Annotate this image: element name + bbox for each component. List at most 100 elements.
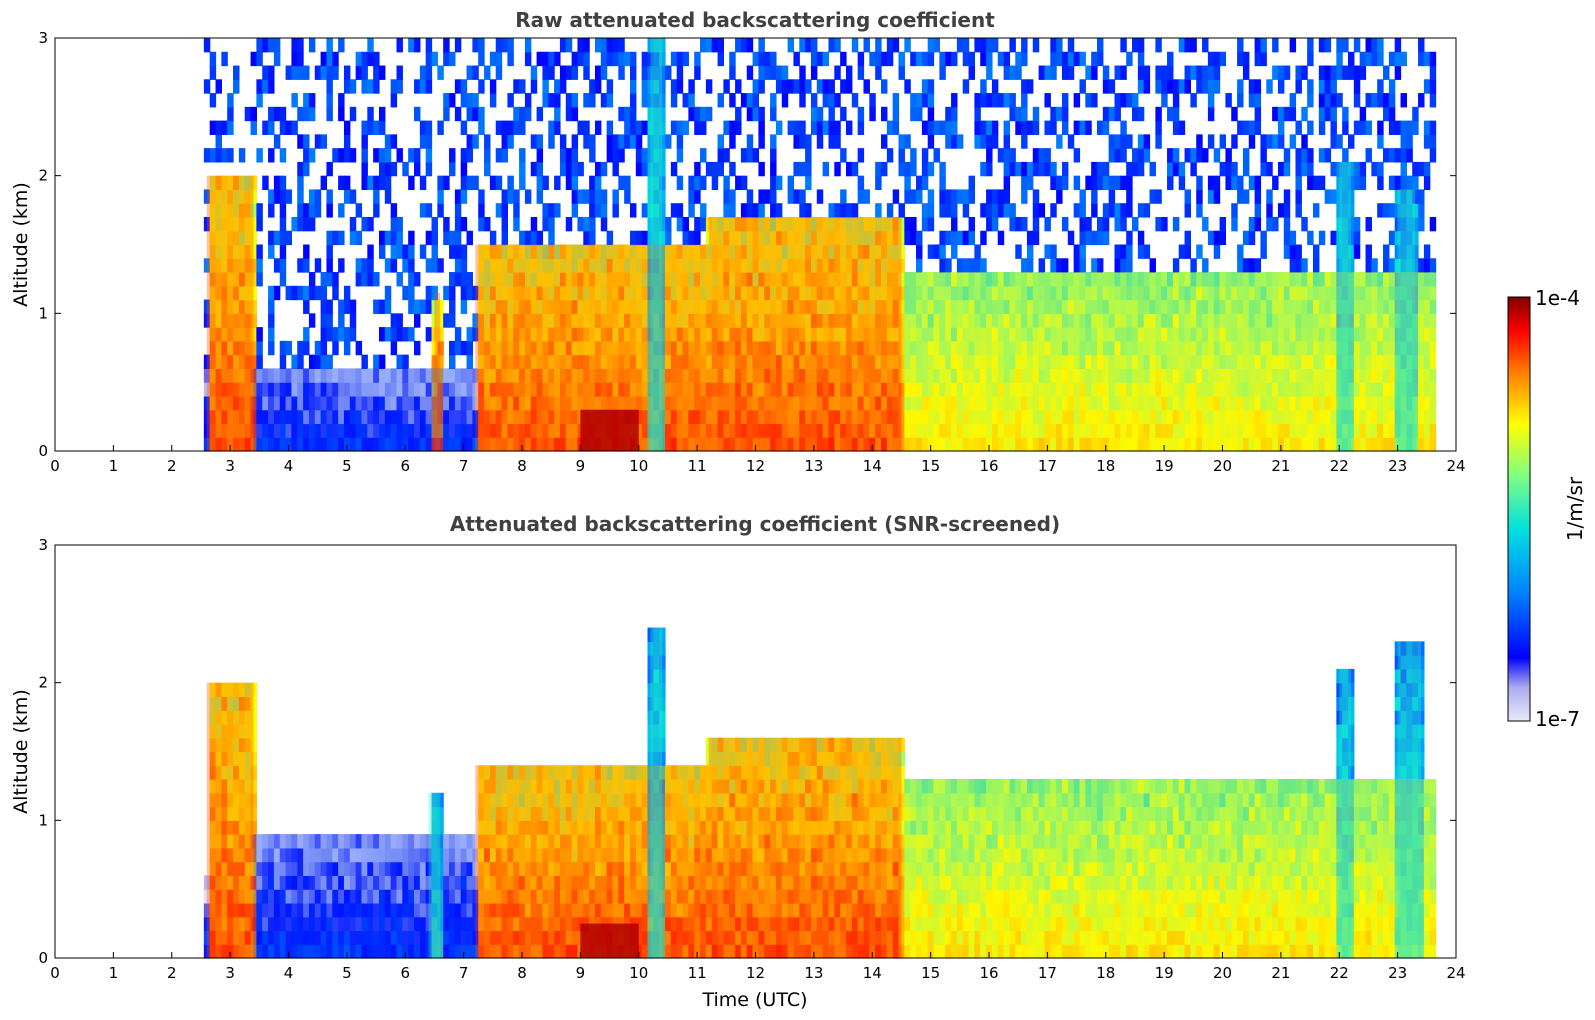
heatmap-cell: [997, 285, 1005, 301]
heatmap-cell: [1126, 175, 1133, 191]
heatmap-cell: [933, 395, 940, 411]
heatmap-cell: [875, 65, 882, 80]
heatmap-cell: [1073, 285, 1081, 301]
heatmap-cell: [338, 299, 345, 314]
x-tick-label: 0: [50, 457, 60, 475]
heatmap-cell: [501, 409, 509, 425]
feature-region: [580, 409, 639, 451]
heatmap-cell: [1184, 189, 1191, 204]
heatmap-cell: [1254, 120, 1262, 135]
heatmap-cell: [1009, 285, 1016, 301]
heatmap-cell: [378, 299, 386, 314]
heatmap-cell: [250, 327, 257, 342]
heatmap-cell: [1161, 395, 1168, 411]
heatmap-cell: [519, 175, 526, 191]
heatmap-cell: [589, 395, 596, 411]
heatmap-cell: [933, 354, 940, 369]
heatmap-cell: [997, 93, 1005, 108]
heatmap-cell: [1114, 354, 1121, 369]
heatmap-cell: [822, 244, 830, 259]
heatmap-cell: [250, 409, 257, 425]
heatmap-cell: [577, 120, 584, 135]
heatmap-cell: [233, 313, 240, 328]
heatmap-cell: [1050, 258, 1057, 273]
heatmap-cell: [939, 437, 946, 452]
heatmap-cell: [507, 423, 514, 438]
heatmap-cell: [1085, 230, 1092, 246]
heatmap-cell: [273, 38, 281, 53]
x-tick-label: 24: [1446, 457, 1465, 475]
heatmap-cell: [437, 354, 444, 369]
heatmap-cell: [834, 327, 841, 342]
heatmap-cell: [571, 65, 579, 80]
heatmap-cell: [816, 354, 824, 369]
heatmap-cell: [1073, 203, 1081, 218]
heatmap-cell: [1009, 106, 1016, 122]
heatmap-cell: [886, 382, 894, 397]
heatmap-cell: [554, 313, 561, 328]
heatmap-cell: [618, 354, 625, 369]
heatmap-cell: [986, 120, 993, 135]
heatmap-cell: [390, 382, 398, 397]
heatmap-cell: [408, 368, 415, 383]
heatmap-cell: [1108, 423, 1116, 438]
heatmap-cell: [209, 313, 217, 328]
heatmap-cell: [1003, 51, 1011, 67]
heatmap-cell: [746, 382, 754, 397]
heatmap-cell: [951, 134, 958, 149]
heatmap-cell: [705, 313, 713, 328]
heatmap-cell: [1079, 216, 1086, 232]
heatmap-cell: [705, 230, 713, 246]
heatmap-cell: [991, 327, 999, 342]
heatmap-cell: [594, 189, 602, 204]
heatmap-cell: [892, 368, 900, 383]
heatmap-cell: [1061, 65, 1069, 80]
heatmap-cell: [764, 395, 771, 411]
heatmap-cell: [215, 368, 222, 383]
heatmap-cell: [1155, 285, 1162, 301]
heatmap-cell: [659, 395, 666, 411]
heatmap-cell: [752, 327, 760, 342]
heatmap-cell: [361, 258, 368, 273]
heatmap-cell: [1091, 230, 1098, 246]
heatmap-cell: [816, 51, 824, 67]
heatmap-cell: [951, 340, 958, 356]
heatmap-cell: [1149, 340, 1156, 356]
heatmap-cell: [233, 203, 240, 218]
heatmap-cell: [262, 120, 269, 135]
heatmap-cell: [279, 437, 287, 452]
heatmap-cell: [951, 244, 958, 259]
heatmap-cell: [554, 327, 561, 342]
heatmap-cell: [1318, 175, 1326, 191]
heatmap-cell: [227, 175, 234, 191]
heatmap-cell: [1085, 285, 1092, 301]
heatmap-cell: [519, 244, 526, 259]
heatmap-cell: [530, 368, 538, 383]
heatmap-cell: [752, 51, 760, 67]
heatmap-cell: [606, 285, 614, 301]
heatmap-cell: [489, 285, 497, 301]
heatmap-cell: [968, 409, 976, 425]
heatmap-cell: [910, 106, 917, 122]
heatmap-cell: [600, 258, 608, 273]
heatmap-cell: [1289, 134, 1297, 149]
heatmap-cell: [1383, 244, 1390, 259]
heatmap-cell: [1126, 340, 1133, 356]
heatmap-cell: [548, 354, 555, 369]
heatmap-cell: [221, 120, 228, 135]
heatmap-cell: [565, 299, 573, 314]
heatmap-cell: [659, 423, 666, 438]
heatmap-cell: [378, 437, 386, 452]
heatmap-cell: [688, 395, 695, 411]
heatmap-cell: [659, 244, 666, 259]
heatmap-cell: [991, 409, 999, 425]
heatmap-cell: [373, 148, 380, 163]
heatmap-cell: [770, 368, 777, 383]
heatmap-cell: [355, 437, 363, 452]
heatmap-cell: [1266, 216, 1273, 232]
heatmap-cell: [396, 148, 403, 163]
heatmap-cell: [1178, 437, 1186, 452]
heatmap-cell: [618, 134, 625, 149]
heatmap-cell: [1021, 189, 1028, 204]
heatmap-cell: [956, 340, 964, 356]
